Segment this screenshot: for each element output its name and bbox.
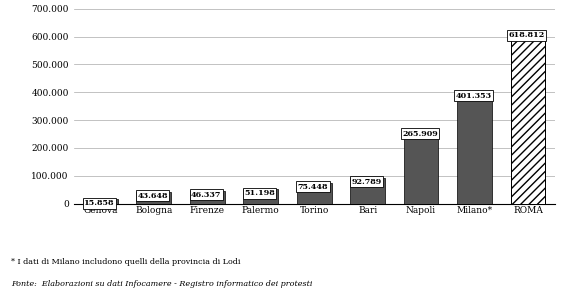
Text: 75.448: 75.448 — [298, 183, 328, 191]
Bar — [297, 183, 332, 204]
Bar — [511, 31, 545, 204]
Bar — [457, 92, 492, 204]
Text: 51.198: 51.198 — [245, 189, 275, 197]
Bar — [136, 191, 171, 204]
Text: 92.789: 92.789 — [351, 178, 381, 186]
Text: 401.353: 401.353 — [456, 92, 491, 100]
Bar — [404, 129, 439, 204]
Text: 43.648: 43.648 — [138, 191, 168, 200]
Bar — [511, 31, 545, 204]
Text: Fonte:  Elaborazioni su dati Infocamere - Registro informatico dei protesti: Fonte: Elaborazioni su dati Infocamere -… — [11, 280, 312, 288]
Bar — [190, 191, 225, 204]
Text: 265.909: 265.909 — [402, 129, 438, 138]
Text: 15.858: 15.858 — [84, 199, 114, 207]
Text: 46.337: 46.337 — [191, 191, 221, 199]
Bar — [350, 178, 385, 204]
Bar — [83, 199, 118, 204]
Text: 618.812: 618.812 — [509, 31, 545, 39]
Bar — [243, 189, 278, 204]
Text: * I dati di Milano includono quelli della provincia di Lodi: * I dati di Milano includono quelli dell… — [11, 258, 241, 266]
